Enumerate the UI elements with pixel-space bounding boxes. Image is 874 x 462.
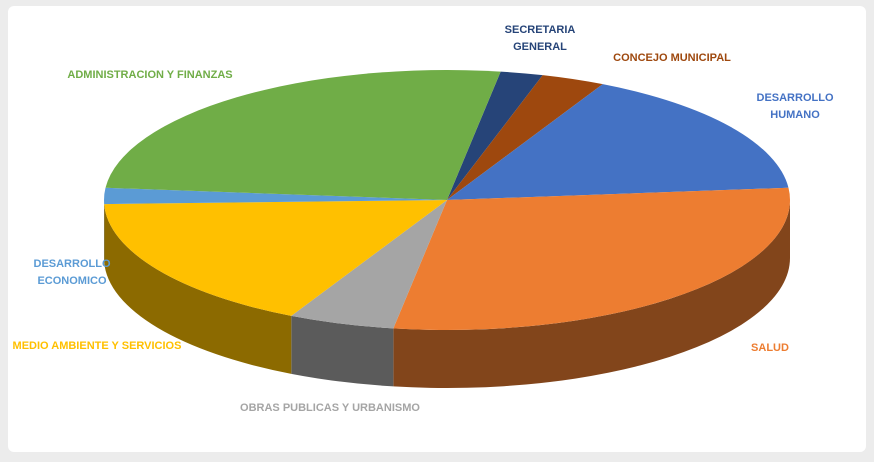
slice-side <box>291 315 394 387</box>
pie-slice <box>447 84 789 200</box>
slice-label: DESARROLLO ECONOMICO <box>33 258 111 287</box>
slice-label: MEDIO AMBIENTE Y SERVICIOS <box>12 340 182 352</box>
slice-label: SECRETARIA GENERAL <box>504 24 576 53</box>
slice-side <box>393 200 790 388</box>
pie-slice <box>105 70 501 200</box>
slice-side <box>104 204 292 374</box>
slice-label: CONCEJO MUNICIPAL <box>613 52 731 64</box>
pie-slice <box>104 187 448 205</box>
pie-slice <box>291 200 447 329</box>
pie-slice <box>393 187 790 330</box>
slice-label: ADMINISTRACION Y FINANZAS <box>67 69 233 81</box>
pie-slice <box>447 75 603 200</box>
slice-label: OBRAS PUBLICAS Y URBANISMO <box>240 402 420 414</box>
pie-slice <box>447 71 543 200</box>
pie-slice <box>104 200 447 316</box>
slice-label: DESARROLLO HUMANO <box>756 92 834 121</box>
slice-label: SALUD <box>751 342 789 354</box>
